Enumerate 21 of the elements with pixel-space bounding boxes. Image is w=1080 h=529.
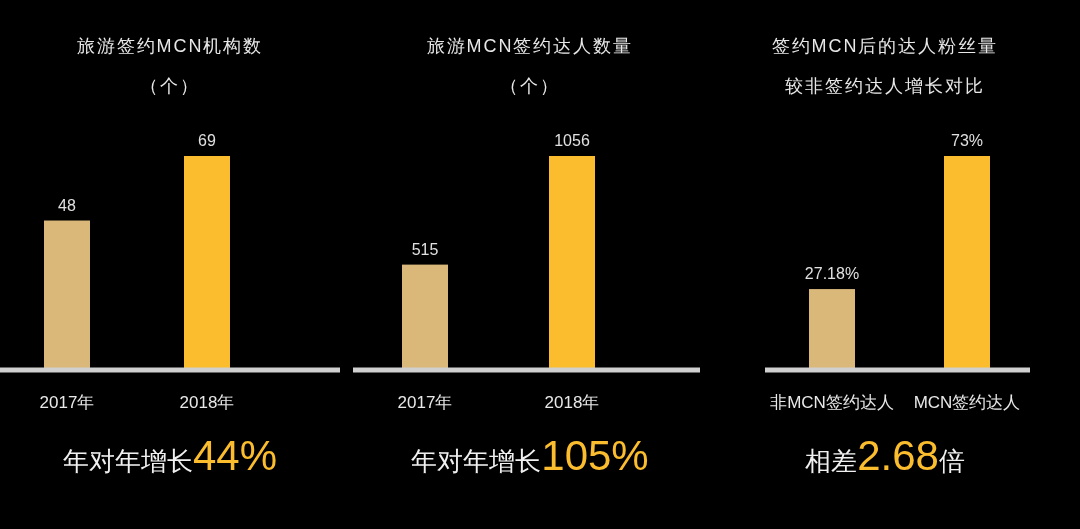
data-label: 27.18% [804, 265, 860, 283]
chart-title: 旅游MCN签约达人数量 [426, 36, 634, 56]
data-label: 1056 [554, 132, 590, 149]
x-tick-label: MCN签约达人 [913, 393, 1021, 412]
text: 年对年增长44% [62, 432, 278, 479]
chart-title: 签约MCN后的达人粉丝量 [771, 36, 999, 56]
x-tick-label: 2018年 [179, 393, 235, 412]
text: 年对年增长105% [411, 432, 649, 479]
text: 相差2.68倍 [805, 432, 965, 479]
x-tick-label: 非MCN签约达人 [770, 393, 894, 412]
data-label: 69 [198, 132, 216, 149]
chart-title: 旅游签约MCN机构数 [76, 36, 264, 56]
x-tick-label: 2017年 [39, 393, 95, 412]
x-tick-label: 2017年 [397, 393, 453, 412]
data-label: 48 [58, 196, 76, 214]
x-tick-label: 2018年 [544, 393, 600, 412]
data-label: 73% [950, 132, 984, 149]
data-label: 515 [411, 240, 439, 258]
chart-subtitle: （个） [500, 76, 560, 96]
chart-subtitle: 较非签约达人增长对比 [785, 76, 985, 96]
chart-subtitle: （个） [140, 76, 200, 96]
